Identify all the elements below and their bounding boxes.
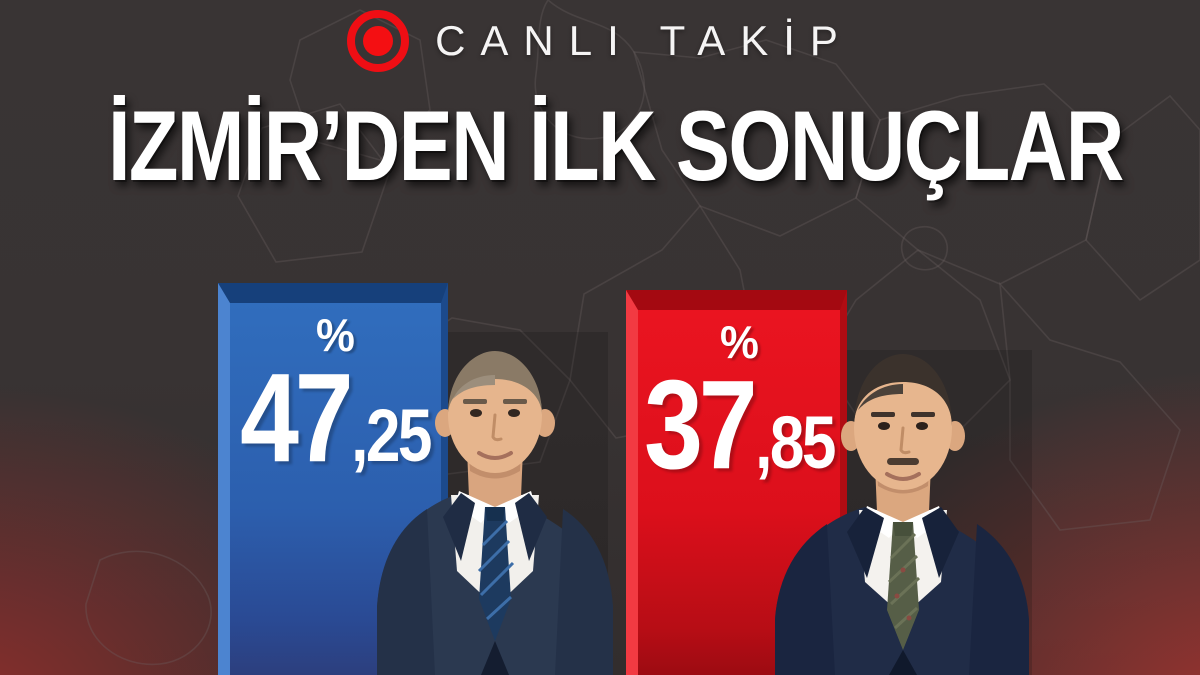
result-value-red-decimal: ,85 (755, 401, 836, 484)
left-photo-backdrop (448, 332, 608, 675)
result-value-blue-decimal: ,25 (351, 394, 433, 477)
result-value-red: 37 ,85 (644, 354, 836, 495)
percent-sign-blue: % (316, 309, 355, 361)
result-value-blue-whole: 47 (240, 347, 355, 488)
live-header: CANLI TAKİP (0, 10, 1200, 72)
result-bar-blue-content: % 47 ,25 (230, 303, 441, 675)
percent-sign-red: % (719, 316, 759, 368)
record-icon (347, 10, 410, 72)
result-value-red-whole: 37 (644, 354, 758, 495)
result-bar-blue: % 47 ,25 (218, 283, 448, 675)
record-icon-dot (363, 26, 394, 56)
result-bar-red-content: % 37 ,85 (638, 310, 840, 675)
result-value-blue: 47 ,25 (240, 347, 433, 488)
result-bar-red: % 37 ,85 (626, 290, 847, 675)
live-label: CANLI TAKİP (435, 17, 853, 64)
page-title: İZMİR’DEN İLK SONUÇLAR (108, 90, 1124, 201)
right-photo-backdrop (847, 350, 1032, 675)
